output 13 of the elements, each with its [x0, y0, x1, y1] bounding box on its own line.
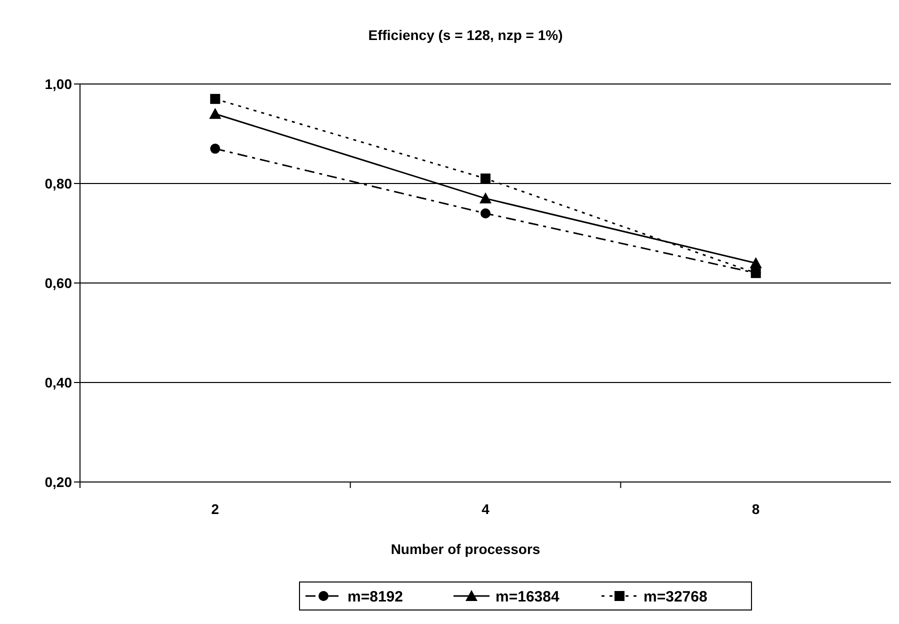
y-tick-label: 0,40	[44, 374, 72, 390]
x-axis-title: Number of processors	[390, 541, 540, 557]
legend-label: m=32768	[644, 588, 708, 606]
y-tick-label: 0,80	[44, 175, 72, 192]
y-tick-label: 0,60	[44, 274, 72, 291]
y-tick-label: 1,00	[44, 76, 72, 92]
x-tick-label: 2	[211, 501, 220, 517]
y-tick-label: 0,20	[44, 474, 72, 490]
x-tick-label: 4	[482, 501, 490, 517]
legend-label: m=16384	[496, 588, 560, 606]
x-tick-label: 8	[752, 501, 760, 517]
legend-label: m=8192	[348, 588, 403, 606]
chart-title: Efficiency (s = 128, nzp = 1%)	[368, 27, 563, 43]
